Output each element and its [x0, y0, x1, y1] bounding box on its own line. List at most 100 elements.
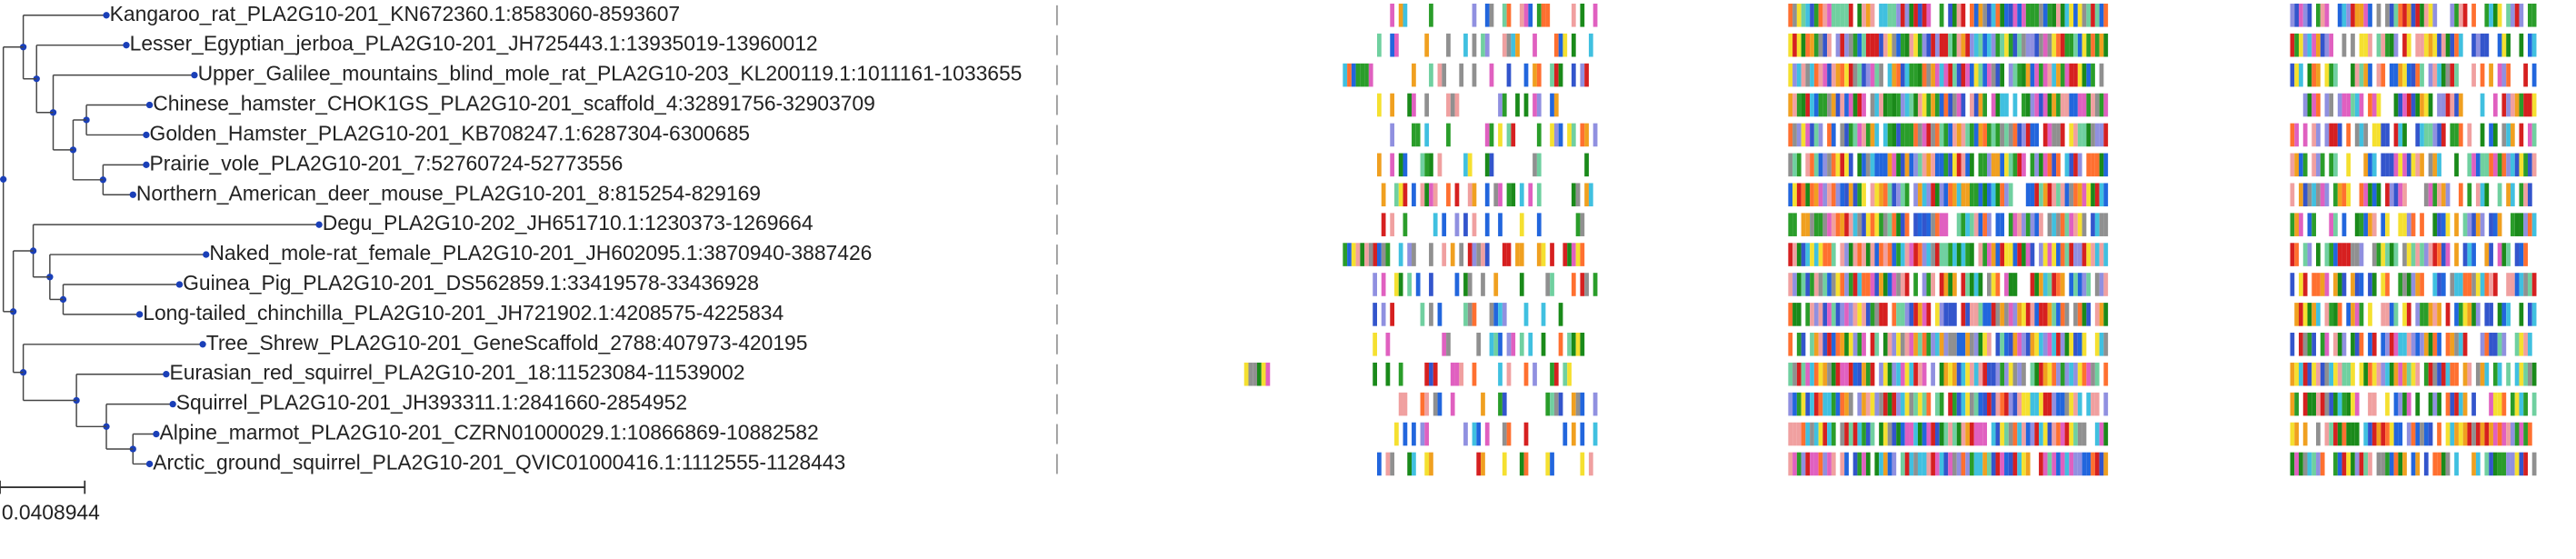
residue [1394, 273, 1399, 296]
residue [2299, 33, 2303, 57]
residue [1580, 392, 1585, 416]
residue [2030, 243, 2035, 266]
residue [2432, 243, 2438, 266]
residue [1961, 452, 1966, 476]
residue [2103, 33, 2109, 57]
residue [1904, 362, 1910, 386]
residue [1970, 33, 1974, 57]
residue [1822, 243, 1828, 266]
residue [1796, 153, 1802, 177]
residue [2441, 273, 2446, 296]
residue [2393, 243, 2399, 266]
leaf-dot [175, 281, 184, 288]
residue [2082, 362, 2087, 386]
residue [1385, 362, 1391, 386]
residue [1892, 392, 1897, 416]
residue [1373, 303, 1378, 326]
residue [1882, 452, 1888, 476]
residue [2363, 183, 2369, 207]
residue [2337, 273, 2342, 296]
residue [1848, 213, 1853, 236]
residue [1978, 243, 1983, 266]
residue [2299, 273, 2303, 296]
residue [2042, 422, 2048, 446]
residue [2025, 3, 2031, 27]
residue [1459, 63, 1464, 87]
residue [2329, 33, 2334, 57]
residue [2311, 303, 2317, 326]
residue [2368, 392, 2372, 416]
residue [1498, 93, 1503, 117]
residue [1390, 153, 1395, 177]
residue [2082, 93, 2087, 117]
residue [1831, 93, 1836, 117]
residue [1991, 303, 1996, 326]
residue [2351, 333, 2355, 356]
residue [1913, 63, 1918, 87]
residue [1459, 362, 1464, 386]
residue [2324, 93, 2330, 117]
residue [2034, 123, 2040, 147]
residue [2398, 362, 2403, 386]
residue [1970, 153, 1974, 177]
residue [2047, 452, 2052, 476]
residue [1810, 422, 1814, 446]
residue [2047, 333, 2052, 356]
residue [2337, 333, 2342, 356]
residue [2333, 392, 2338, 416]
residue [2492, 333, 2498, 356]
residue [2531, 452, 2537, 476]
residue [1887, 452, 1892, 476]
residue [1377, 33, 1382, 57]
residue [2302, 93, 2308, 117]
residue [2311, 452, 2317, 476]
residue [2420, 303, 2424, 326]
residue [2368, 422, 2372, 446]
residue [1813, 183, 1819, 207]
residue [2363, 422, 2369, 446]
residue [1536, 123, 1542, 147]
residue [1463, 303, 1468, 326]
residue [2527, 3, 2532, 27]
residue [2052, 422, 2057, 446]
residue [2039, 452, 2043, 476]
residue [2103, 303, 2109, 326]
residue [2467, 303, 2472, 326]
residue [2341, 273, 2347, 296]
residue [1952, 392, 1957, 416]
residue [2042, 303, 2048, 326]
residue [2047, 93, 2052, 117]
residue [1922, 273, 1927, 296]
residue [1995, 33, 2001, 57]
residue [2432, 33, 2438, 57]
residue [1373, 333, 1378, 356]
residue [1973, 93, 1979, 117]
residue [1939, 93, 1944, 117]
residue [2514, 273, 2520, 296]
residue [1831, 153, 1836, 177]
residue [2060, 33, 2065, 57]
residue [1805, 33, 1811, 57]
residue [1835, 63, 1841, 87]
residue [1467, 303, 1473, 326]
residue [2376, 63, 2381, 87]
residue [1822, 153, 1828, 177]
residue [1934, 333, 1940, 356]
residue [1862, 33, 1866, 57]
residue [1913, 213, 1918, 236]
residue [2346, 93, 2351, 117]
residue [1887, 183, 1892, 207]
residue [1343, 243, 1348, 266]
residue [2371, 153, 2377, 177]
residue [2467, 153, 2472, 177]
residue [2103, 422, 2109, 446]
residue [1874, 93, 1880, 117]
residue [1454, 93, 1460, 117]
residue [2299, 63, 2303, 87]
residue [1917, 63, 1922, 87]
residue [2402, 303, 2407, 326]
residue [1390, 3, 1395, 27]
residue [1506, 183, 1512, 207]
residue [1351, 63, 1356, 87]
